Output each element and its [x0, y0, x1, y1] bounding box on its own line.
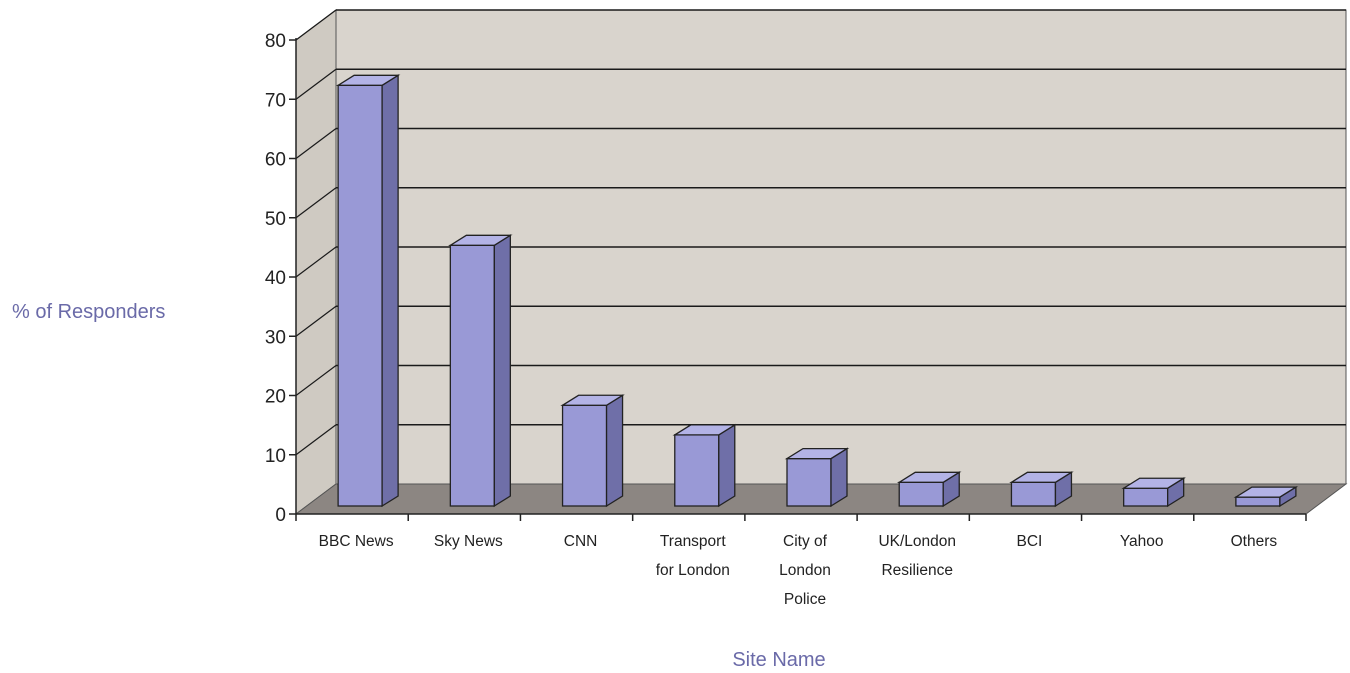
x-tick-label: UK/London Resilience: [878, 533, 956, 579]
x-tick-label-line: London: [779, 562, 831, 579]
bar-front: [338, 85, 382, 506]
x-tick-label: City of London Police: [779, 533, 831, 608]
x-tick-label-line: Yahoo: [1120, 533, 1164, 550]
bar-1: [450, 235, 510, 506]
x-axis-title: Site Name: [732, 649, 825, 671]
bar-side: [607, 395, 623, 506]
y-tick-label: 30: [265, 327, 286, 348]
bar-front: [675, 435, 719, 506]
y-axis-title: % of Responders: [12, 301, 165, 323]
bar-4: [787, 449, 847, 506]
y-tick-label: 80: [265, 31, 286, 52]
x-tick-label-line: BBC News: [319, 533, 394, 550]
y-tick-label: 10: [265, 446, 286, 467]
bar-side: [382, 75, 398, 506]
bar-5: [899, 472, 959, 506]
y-tick-label: 60: [265, 150, 286, 171]
bar-front: [1124, 488, 1168, 506]
x-tick-label-line: Sky News: [434, 533, 503, 550]
y-tick-label: 20: [265, 387, 286, 408]
x-tick-label: Others: [1231, 533, 1278, 550]
x-tick-label-line: City of: [783, 533, 828, 550]
x-tick-label-line: CNN: [564, 533, 598, 550]
bar-6: [1011, 472, 1071, 506]
bar-side: [719, 425, 735, 506]
bar-side: [494, 235, 510, 506]
bar-front: [1236, 497, 1280, 506]
bar-2: [563, 395, 623, 506]
bar-7: [1124, 478, 1184, 506]
y-tick-labels: 0 10 20 30 40 50 60 70 80: [265, 31, 286, 526]
x-tick-label: Yahoo: [1120, 533, 1164, 550]
x-tick-label-line: UK/London: [878, 533, 956, 550]
x-tick-label-line: Transport: [660, 533, 726, 550]
bar-front: [563, 405, 607, 506]
bar-front: [450, 245, 494, 506]
y-tick-label: 40: [265, 268, 286, 289]
y-tick-label: 70: [265, 90, 286, 111]
x-tick-label: Sky News: [434, 533, 503, 550]
bar-3: [675, 425, 735, 506]
bar-front: [1011, 482, 1055, 506]
x-tick-label-line: Others: [1231, 533, 1278, 550]
bar-front: [787, 459, 831, 506]
x-tick-label-line: BCI: [1017, 533, 1043, 550]
x-tick-label: BBC News: [319, 533, 394, 550]
x-tick-labels: BBC News Sky News CNN Transport for London Ci…: [319, 533, 1278, 608]
bar-0: [338, 75, 398, 506]
x-tick-label-line: for London: [656, 562, 730, 579]
y-tick-label: 0: [275, 505, 286, 526]
x-tick-label-line: Resilience: [881, 562, 953, 579]
x-tick-label: CNN: [564, 533, 598, 550]
x-tick-label: BCI: [1017, 533, 1043, 550]
x-tick-label: Transport for London: [656, 533, 730, 579]
y-tick-label: 50: [265, 209, 286, 230]
bar-front: [899, 482, 943, 506]
x-tick-label-line: Police: [784, 591, 826, 608]
